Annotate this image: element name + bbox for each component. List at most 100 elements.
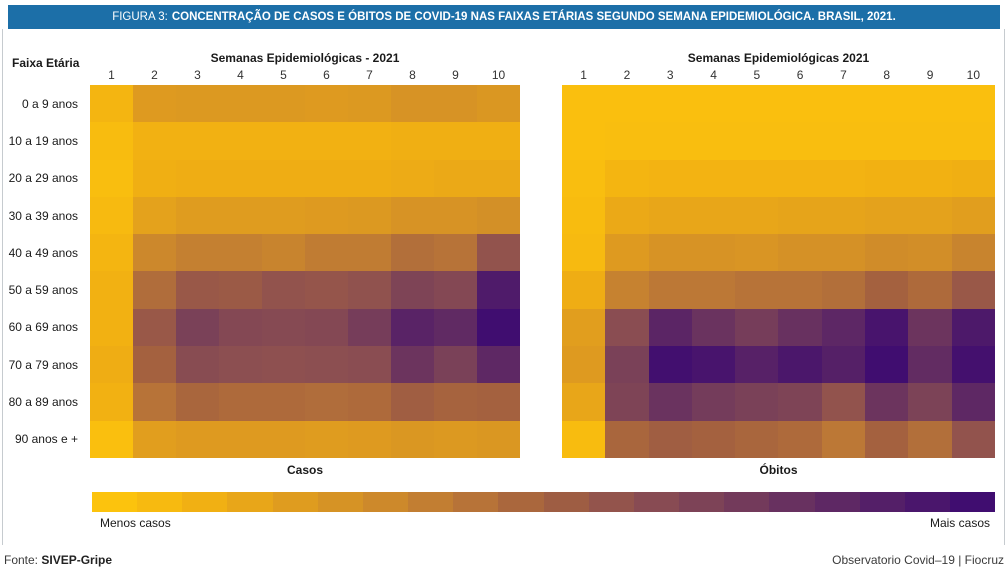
age-axis-header: Faixa Etária [12,56,80,70]
heatmap-cell [262,85,305,123]
heatmap-cell [176,383,219,421]
heatmap-cell [648,122,692,160]
heatmap-cell [648,420,692,458]
heatmap-cell [648,346,692,384]
heatmap-cell [434,346,477,384]
heatmap-cell [605,85,649,123]
heatmap-cell [648,271,692,309]
heatmap-cell [133,346,176,384]
casos-axis-label: Casos [286,463,324,477]
heatmap-cell [951,122,995,160]
heatmap-cell [176,196,219,235]
heatmap-cell [176,346,219,384]
heatmap-cell [821,122,866,160]
week-tick-label: 7 [840,68,847,82]
legend-step [543,492,589,512]
heatmap-cell [908,308,952,347]
heatmap-cell [605,308,649,347]
heatmap-cell [605,346,649,384]
heatmap-cell [908,271,952,309]
casos-week-axis: 1 2 3 4 5 6 7 8 9 10 [90,68,520,83]
heatmap-cell [735,122,779,160]
heatmap-cell [133,85,176,123]
legend-step [137,492,183,512]
heatmap-cell [605,159,649,197]
heatmap-cell [219,122,262,160]
heatmap-cell [477,383,520,421]
legend-step [408,492,454,512]
heatmap-cell [951,196,995,235]
heatmap-cell [562,420,606,458]
heatmap-cell [865,346,909,384]
heatmap-cell [219,234,262,272]
heatmap-cell [908,196,952,235]
heatmap-cell [691,420,736,458]
age-label: 80 a 89 anos [8,395,78,410]
heatmap-cell [562,196,606,235]
heatmap-cell [821,271,866,309]
heatmap-cell [477,234,520,272]
heatmap-cell [391,122,434,160]
heatmap-cell [477,271,520,309]
heatmap-cell [262,383,305,421]
heatmap-cell [951,346,995,384]
heatmap-cell [735,420,779,458]
heatmap-cell [176,234,219,272]
casos-heatmap [90,85,520,458]
heatmap-cell [348,346,391,384]
week-tick-label: 2 [151,68,158,82]
legend-step [272,492,318,512]
heatmap-cell [262,420,305,458]
heatmap-cell [778,271,822,309]
legend-step [362,492,409,512]
heatmap-cell [562,159,606,197]
heatmap-cell [951,383,995,421]
heatmap-cell [778,346,822,384]
heatmap-cell [348,420,391,458]
heatmap-cell [477,420,520,458]
heatmap-cell [821,420,866,458]
heatmap-cell [219,271,262,309]
heatmap-cell [434,308,477,347]
obitos-chart-title: Semanas Epidemiológicas 2021 [687,51,870,65]
legend-step [498,492,544,512]
heatmap-cell [262,122,305,160]
heatmap-cell [951,420,995,458]
heatmap-cell [90,383,133,421]
week-tick-label: 4 [237,68,244,82]
heatmap-cell [133,159,176,197]
week-tick-label: 6 [796,68,804,82]
legend-step [679,492,725,512]
heatmap-cell [219,159,262,197]
heatmap-cell [605,271,649,309]
heatmap-cell [219,346,262,384]
heatmap-cell [908,420,952,458]
heatmap-cell [951,159,995,197]
heatmap-cell [951,234,995,272]
heatmap-cell [735,346,779,384]
heatmap-cell [262,271,305,309]
heatmap-cell [133,420,176,458]
heatmap-cell [605,383,649,421]
heatmap-cell [305,159,348,197]
heatmap-cell [305,271,348,309]
legend-step [769,492,815,512]
heatmap-cell [176,122,219,160]
week-tick-label: 4 [710,68,717,82]
heatmap-cell [821,308,866,347]
source-prefix: Fonte: [4,553,39,567]
week-tick-label: 9 [452,68,459,82]
heatmap-cell [821,196,866,235]
heatmap-cell [305,85,348,123]
heatmap-cell [434,420,477,458]
heatmap-cell [908,346,952,384]
legend-step [949,492,996,512]
heatmap-cell [219,308,262,347]
heatmap-cell [262,196,305,235]
legend-step [724,492,770,512]
heatmap-cell [691,122,736,160]
heatmap-cell [477,85,520,123]
heatmap-cell [348,159,391,197]
heatmap-cell [562,234,606,272]
heatmap-cell [778,85,822,123]
